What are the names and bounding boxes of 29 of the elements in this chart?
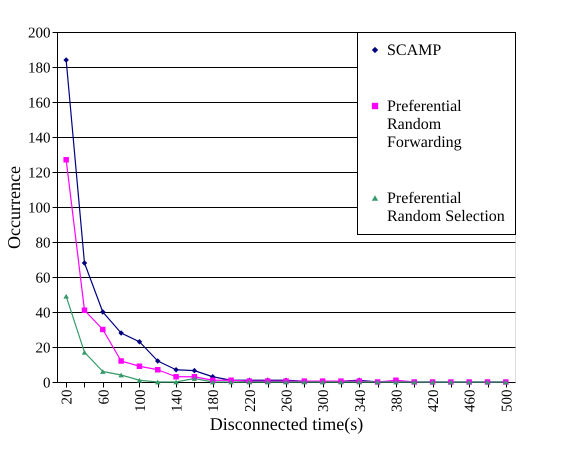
- y-tick-label: 120: [28, 166, 50, 182]
- legend-label: SCAMP: [387, 42, 442, 59]
- x-tick-label: 460: [462, 390, 479, 412]
- y-axis-title: Occurrence: [4, 166, 24, 249]
- y-tick-label: 80: [36, 236, 50, 252]
- y-tick-label: 60: [36, 270, 50, 286]
- x-tick-label: 420: [426, 390, 442, 412]
- x-tick-label: 340: [352, 390, 369, 412]
- y-tick-label: 0: [43, 376, 50, 392]
- x-tick-label: 20: [60, 390, 76, 404]
- y-tick-label: 20: [36, 340, 50, 356]
- y-tick-label: 160: [28, 96, 50, 112]
- x-tick-label: 380: [389, 390, 406, 412]
- y-tick-label: 180: [28, 60, 50, 76]
- y-tick-label: 200: [28, 26, 50, 42]
- x-tick-label: 220: [242, 390, 259, 412]
- x-tick-label: 100: [132, 390, 149, 412]
- legend-label: Preferential Random Selection: [387, 190, 505, 225]
- y-tick-label: 40: [36, 306, 50, 322]
- x-tick-label: 180: [206, 390, 222, 412]
- x-tick-label: 500: [499, 390, 516, 412]
- x-tick-label: 260: [280, 390, 296, 412]
- legend-label: Preferential Random Forwarding: [387, 98, 462, 151]
- x-tick-label: 60: [96, 390, 112, 404]
- y-tick-label: 140: [28, 130, 50, 146]
- y-tick-label: 100: [28, 200, 50, 216]
- x-tick-label: 300: [316, 390, 332, 412]
- x-tick-label: 140: [170, 390, 186, 412]
- x-axis-title: Disconnected time(s): [210, 414, 364, 434]
